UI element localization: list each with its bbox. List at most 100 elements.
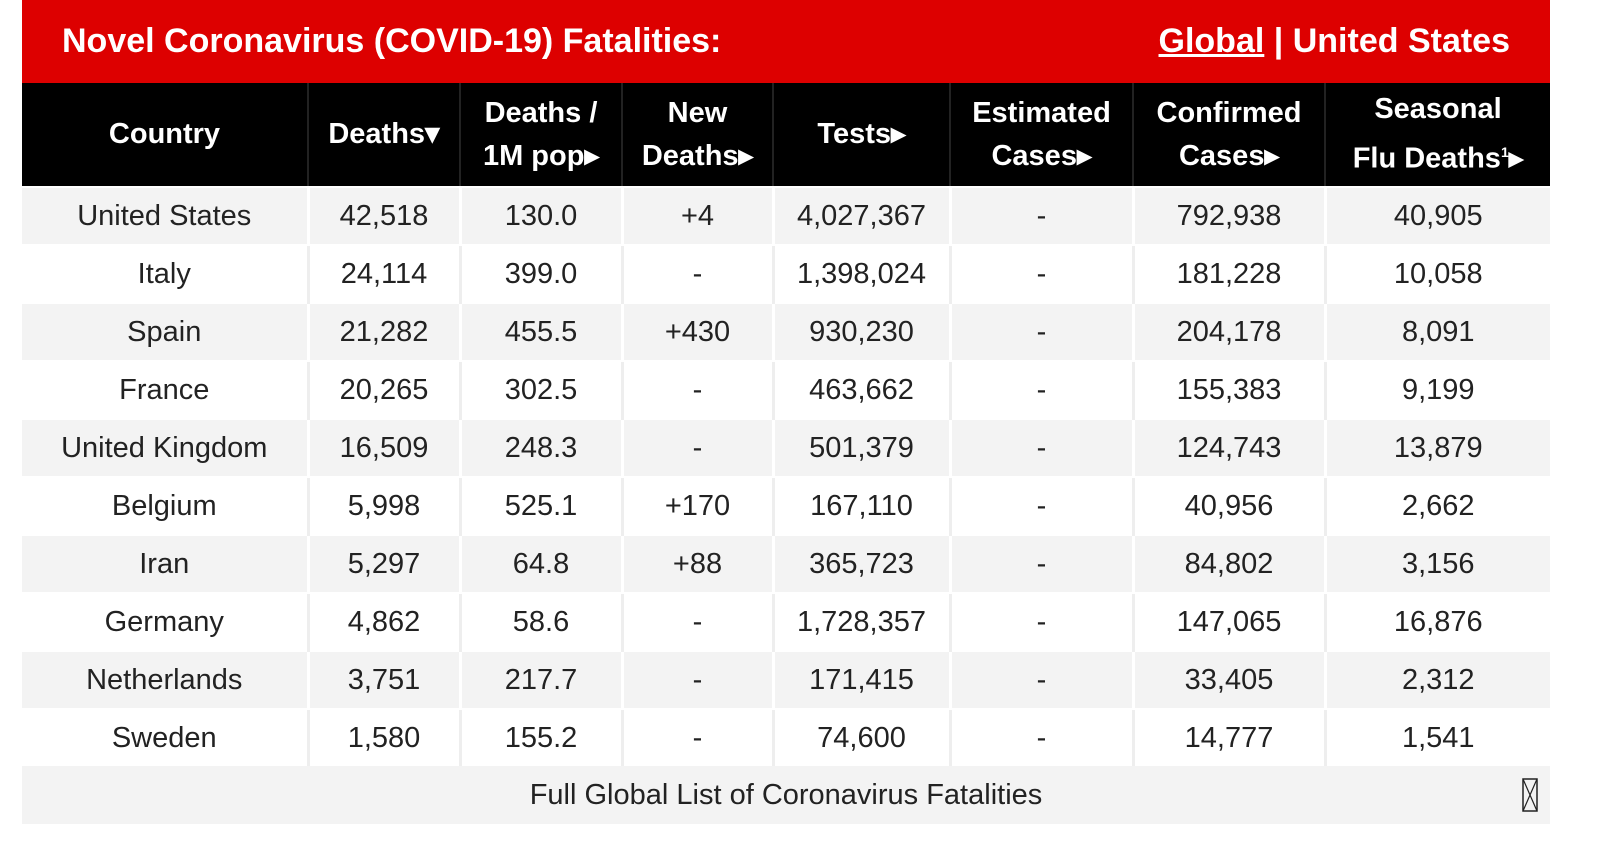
cell-confirmed-cases: 204,178	[1131, 302, 1325, 361]
cell-tests: 167,110	[771, 476, 950, 535]
cell-country: United States	[22, 186, 308, 245]
cell-confirmed-cases: 181,228	[1131, 244, 1325, 303]
cell-estimated-cases: -	[948, 360, 1133, 419]
cell-seasonal-flu-deaths: 2,312	[1323, 650, 1550, 709]
cell-deaths: 16,509	[306, 418, 460, 477]
cell-deaths: 5,998	[306, 476, 460, 535]
column-header-confirmed-cases[interactable]: Confirmed Cases▸	[1132, 83, 1325, 187]
cell-country: Iran	[22, 534, 308, 593]
table-row: Italy 24,114 399.0-1,398,024-181,228 10,058	[22, 244, 1550, 303]
cell-country: Sweden	[22, 708, 308, 766]
cell-deaths-per-million: 64.8	[458, 534, 622, 593]
cell-seasonal-flu-deaths: 16,876	[1323, 592, 1550, 651]
cell-country: France	[22, 360, 308, 419]
cell-new-deaths: +4	[620, 186, 773, 245]
region-switch: Global | United States	[1159, 22, 1510, 61]
cell-tests: 1,728,357	[771, 592, 950, 651]
header-line1: New	[667, 96, 728, 129]
cell-confirmed-cases: 124,743	[1131, 418, 1325, 477]
cell-seasonal-flu-deaths: 1,541	[1323, 708, 1550, 766]
cell-new-deaths: -	[620, 650, 773, 709]
cell-estimated-cases: -	[948, 418, 1133, 477]
cell-seasonal-flu-deaths: 3,156	[1323, 534, 1550, 593]
cell-estimated-cases: -	[948, 534, 1133, 593]
cell-estimated-cases: -	[948, 476, 1133, 535]
cell-seasonal-flu-deaths: 8,091	[1323, 302, 1550, 361]
cell-deaths-per-million: 399.0	[458, 244, 622, 303]
united-states-link[interactable]: United States	[1292, 22, 1510, 60]
cell-tests: 4,027,367	[771, 186, 950, 245]
sort-arrow-icon: ▸	[1508, 142, 1524, 175]
column-header-deaths[interactable]: Deaths▾	[307, 83, 460, 187]
table-row: United Kingdom 16,509 248.3-501,379-124,74…	[22, 418, 1550, 477]
cell-seasonal-flu-deaths: 40,905	[1323, 186, 1550, 245]
table-row: France 20,265 302.5-463,662-155,383 9,199	[22, 360, 1550, 419]
header-line1: Confirmed	[1156, 96, 1302, 129]
table-row: Belgium 5,998 525.1 +170 167,110-40,956 2,662	[22, 476, 1550, 535]
footnote-marker: 1	[1500, 144, 1509, 161]
cell-deaths-per-million: 58.6	[458, 592, 622, 651]
cell-estimated-cases: -	[948, 650, 1133, 709]
column-header-new-deaths[interactable]: New Deaths▸	[621, 83, 773, 187]
cell-deaths: 21,282	[306, 302, 460, 361]
cell-tests: 463,662	[771, 360, 950, 419]
cell-estimated-cases: -	[948, 186, 1133, 245]
column-header-deaths-per-million[interactable]: Deaths / 1M pop▸	[459, 83, 622, 187]
cell-confirmed-cases: 33,405	[1131, 650, 1325, 709]
global-link[interactable]: Global	[1158, 22, 1265, 60]
cell-tests: 501,379	[771, 418, 950, 477]
cell-tests: 74,600	[771, 708, 950, 766]
table-row: Netherlands 3,751 217.7-171,415-33,405 2,31…	[22, 650, 1550, 709]
full-list-link[interactable]: Full Global List of Coronavirus Fataliti…	[529, 779, 1043, 811]
table-row: Sweden 1,580 155.2-74,600-14,777 1,541	[22, 708, 1550, 766]
cell-tests: 365,723	[771, 534, 950, 593]
full-list-link-row[interactable]: Full Global List of Coronavirus Fataliti…	[22, 766, 1550, 824]
header-line1: Seasonal	[1374, 93, 1502, 126]
cell-deaths-per-million: 130.0	[458, 186, 622, 245]
cell-seasonal-flu-deaths: 10,058	[1323, 244, 1550, 303]
cell-confirmed-cases: 40,956	[1131, 476, 1325, 535]
cell-deaths: 42,518	[306, 186, 460, 245]
fatalities-widget: Novel Coronavirus (COVID-19) Fatalities:…	[22, 0, 1550, 824]
table-row: Spain 21,282 455.5 +430 930,230-204,178 8,091	[22, 302, 1550, 361]
cell-confirmed-cases: 147,065	[1131, 592, 1325, 651]
cell-country: Spain	[22, 302, 308, 361]
cell-deaths-per-million: 455.5	[458, 302, 622, 361]
cell-new-deaths: -	[620, 708, 773, 766]
cell-tests: 171,415	[771, 650, 950, 709]
missing-glyph-icon	[1522, 778, 1538, 812]
fatalities-table: Country Deaths▾ Deaths / 1M pop▸ New Deaths▸ T…	[22, 83, 1550, 766]
column-header-tests[interactable]: Tests▸	[772, 83, 950, 187]
cell-new-deaths: -	[620, 592, 773, 651]
cell-new-deaths: -	[620, 418, 773, 477]
page-title: Novel Coronavirus (COVID-19) Fatalities:	[62, 22, 722, 60]
cell-country: United Kingdom	[22, 418, 308, 477]
header-line1: Deaths▾	[328, 118, 440, 150]
cell-country: Italy	[22, 244, 308, 303]
table-row: Germany 4,862 58.6-1,728,357-147,065 16,876	[22, 592, 1550, 651]
header-line2: Cases▸	[991, 139, 1092, 172]
cell-new-deaths: -	[620, 244, 773, 303]
cell-new-deaths: -	[620, 360, 773, 419]
header-line2: 1M pop▸	[482, 139, 600, 172]
cell-deaths-per-million: 155.2	[458, 708, 622, 766]
cell-seasonal-flu-deaths: 13,879	[1323, 418, 1550, 477]
header-line2: Deaths▸	[641, 139, 754, 172]
cell-new-deaths: +430	[620, 302, 773, 361]
table-row: Iran 5,297 64.8 +88 365,723-84,802 3,156	[22, 534, 1550, 593]
column-header-estimated-cases[interactable]: Estimated Cases▸	[949, 83, 1133, 187]
column-header-country: Country	[22, 83, 308, 187]
column-header-seasonal-flu-deaths[interactable]: Seasonal Flu Deaths1▸	[1324, 83, 1550, 187]
cell-deaths: 1,580	[306, 708, 460, 766]
cell-deaths-per-million: 217.7	[458, 650, 622, 709]
cell-tests: 1,398,024	[771, 244, 950, 303]
cell-deaths-per-million: 302.5	[458, 360, 622, 419]
cell-tests: 930,230	[771, 302, 950, 361]
header-line2: Flu Deaths	[1352, 142, 1501, 175]
cell-deaths: 3,751	[306, 650, 460, 709]
cell-seasonal-flu-deaths: 2,662	[1323, 476, 1550, 535]
cell-country: Belgium	[22, 476, 308, 535]
title-bar: Novel Coronavirus (COVID-19) Fatalities:…	[22, 0, 1550, 83]
cell-seasonal-flu-deaths: 9,199	[1323, 360, 1550, 419]
cell-deaths: 24,114	[306, 244, 460, 303]
